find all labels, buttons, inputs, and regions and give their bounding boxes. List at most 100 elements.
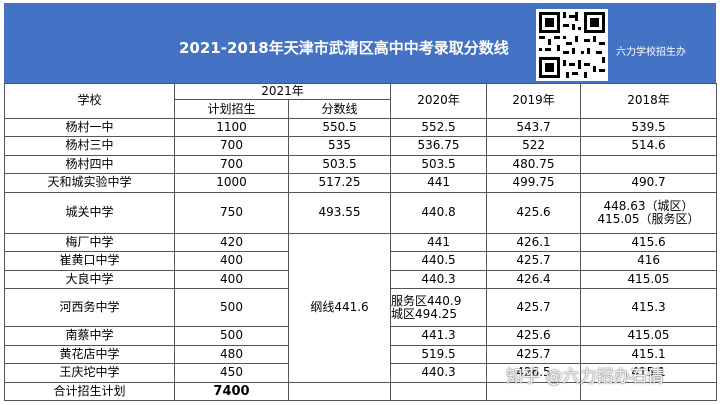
score-2020-urban: 城区494.25 <box>391 306 458 321</box>
plan-cell: 480 <box>174 344 289 365</box>
school-name: 杨村三中 <box>4 136 175 156</box>
table-row: 梅厂中学 420 纲线441.6 441 426.1 415.6 <box>4 232 718 383</box>
header-score: 分数线 <box>287 99 392 119</box>
score-2019-cell: 425.7 <box>486 344 582 365</box>
header-banner: 2021-2018年天津市武清区高中中考录取分数线 六力学校招生办 <box>4 3 716 83</box>
table-row: 天和城实验中学 1000 517.25 441 499.75 490.7 <box>4 173 718 193</box>
score-2021-cell: 550.5 <box>287 117 392 138</box>
school-name: 杨村四中 <box>4 154 175 175</box>
brand-label: 六力学校招生办 <box>616 47 686 58</box>
header-row: 学校 2021年 2020年 2019年 2018年 <box>4 82 718 119</box>
total-value: 7400 <box>174 381 289 401</box>
qr-code-icon <box>536 9 608 81</box>
score-2018-cell: 415.05 <box>580 269 718 290</box>
score-2020-cell: 441 <box>390 173 488 193</box>
score-2020-cell: 441 <box>390 232 488 253</box>
header-plan: 计划招生 <box>174 99 289 119</box>
plan-cell: 700 <box>174 136 289 156</box>
score-2018-cell: 539.5 <box>580 117 718 138</box>
plan-cell: 500 <box>174 288 289 328</box>
score-2018-cell: 448.63（城区） 415.05（服务区） <box>580 191 718 234</box>
score-2020-cell: 536.75 <box>390 136 488 156</box>
table-row: 大良中学 400 440.3 426.4 415.05 <box>4 269 718 290</box>
plan-cell: 400 <box>174 251 289 271</box>
total-label: 合计招生计划 <box>4 381 175 401</box>
table-row: 河西务中学 500 服务区440.9 城区494.25 425.7 415.3 <box>4 288 718 328</box>
school-name: 大良中学 <box>4 269 175 290</box>
score-2020-cell: 440.8 <box>390 191 488 234</box>
admission-score-table: 学校 2021年 2020年 2019年 2018年 计划招生 分数线 杨村一中… <box>4 82 718 401</box>
table-row: 南蔡中学 500 441.3 425.6 415.05 <box>4 326 718 346</box>
score-2018-urban: 448.63（城区） <box>603 198 694 213</box>
table-row: 崔黄口中学 400 440.5 425.7 416 <box>4 251 718 271</box>
table-row: 王庆坨中学 450 440.3 426.5 415.1 <box>4 363 718 383</box>
score-2018-cell: 490.7 <box>580 173 718 193</box>
score-2019-cell: 522 <box>486 136 582 156</box>
empty-cell <box>390 381 488 401</box>
plan-cell: 1100 <box>174 117 289 138</box>
header-school: 学校 <box>4 83 175 119</box>
score-2019-cell: 543.7 <box>486 117 582 138</box>
score-2019-cell: 425.7 <box>486 288 582 328</box>
score-2018-service: 415.05（服务区） <box>597 211 700 226</box>
plan-cell: 700 <box>174 154 289 175</box>
plan-cell: 400 <box>174 269 289 290</box>
school-name: 崔黄口中学 <box>4 251 175 271</box>
score-2018-cell: 514.6 <box>580 136 718 156</box>
score-2020-cell: 552.5 <box>390 117 488 138</box>
header-2018: 2018年 <box>580 83 718 119</box>
score-2020-service: 服务区440.9 <box>391 293 462 308</box>
score-2018-cell <box>580 154 718 175</box>
score-2020-cell: 503.5 <box>390 154 488 175</box>
score-2019-cell: 425.6 <box>486 191 582 234</box>
score-2021-cell: 493.55 <box>287 191 392 234</box>
score-2019-cell: 425.6 <box>486 326 582 346</box>
school-name: 城关中学 <box>4 191 175 234</box>
score-2020-cell: 440.3 <box>390 269 488 290</box>
table-row: 杨村四中 700 503.5 503.5 480.75 <box>4 154 718 175</box>
score-2018-cell: 415.1 <box>580 344 718 365</box>
plan-cell: 1000 <box>174 173 289 193</box>
score-2019-cell: 426.4 <box>486 269 582 290</box>
plan-cell: 450 <box>174 363 289 383</box>
empty-cell <box>580 381 718 401</box>
total-row: 合计招生计划 7400 <box>4 381 718 401</box>
school-name: 黄花店中学 <box>4 344 175 365</box>
score-2018-cell: 416 <box>580 251 718 271</box>
plan-cell: 420 <box>174 232 289 253</box>
table-row: 杨村三中 700 535 536.75 522 514.6 <box>4 136 718 156</box>
watermark: 知乎 @六力招办石倩 <box>506 367 665 387</box>
score-2021-cell: 503.5 <box>287 154 392 175</box>
score-2019-cell: 499.75 <box>486 173 582 193</box>
school-name: 河西务中学 <box>4 288 175 328</box>
score-2018-cell: 415.3 <box>580 288 718 328</box>
school-name: 杨村一中 <box>4 117 175 138</box>
page-title: 2021-2018年天津市武清区高中中考录取分数线 <box>179 39 509 57</box>
school-name: 王庆坨中学 <box>4 363 175 383</box>
score-2020-cell: 440.3 <box>390 363 488 383</box>
header-2021: 2021年 <box>173 82 392 101</box>
plan-cell: 750 <box>174 191 289 234</box>
table-row: 城关中学 750 493.55 440.8 425.6 448.63（城区） 4… <box>4 191 718 234</box>
empty-cell <box>287 381 392 401</box>
score-2020-cell: 441.3 <box>390 326 488 346</box>
score-2021-cell: 517.25 <box>287 173 392 193</box>
score-2018-cell: 415.6 <box>580 232 718 253</box>
score-2019-cell: 426.5 <box>486 363 582 383</box>
score-2019-cell: 426.1 <box>486 232 582 253</box>
score-2020-cell: 440.5 <box>390 251 488 271</box>
school-name: 梅厂中学 <box>4 232 175 253</box>
score-2018-cell: 415.05 <box>580 326 718 346</box>
score-2019-cell: 425.7 <box>486 251 582 271</box>
header-2019: 2019年 <box>486 83 582 119</box>
score-2020-cell: 519.5 <box>390 344 488 365</box>
score-2020-cell: 服务区440.9 城区494.25 <box>390 288 488 328</box>
school-name: 南蔡中学 <box>4 326 175 346</box>
school-name: 天和城实验中学 <box>4 173 175 193</box>
score-2019-cell: 480.75 <box>486 154 582 175</box>
score-2018-cell: 415.1 <box>580 363 718 383</box>
score-2021-cell: 535 <box>287 136 392 156</box>
plan-cell: 500 <box>174 326 289 346</box>
header-2020: 2020年 <box>390 83 488 119</box>
merged-score-2021-cell: 纲线441.6 <box>287 232 392 383</box>
